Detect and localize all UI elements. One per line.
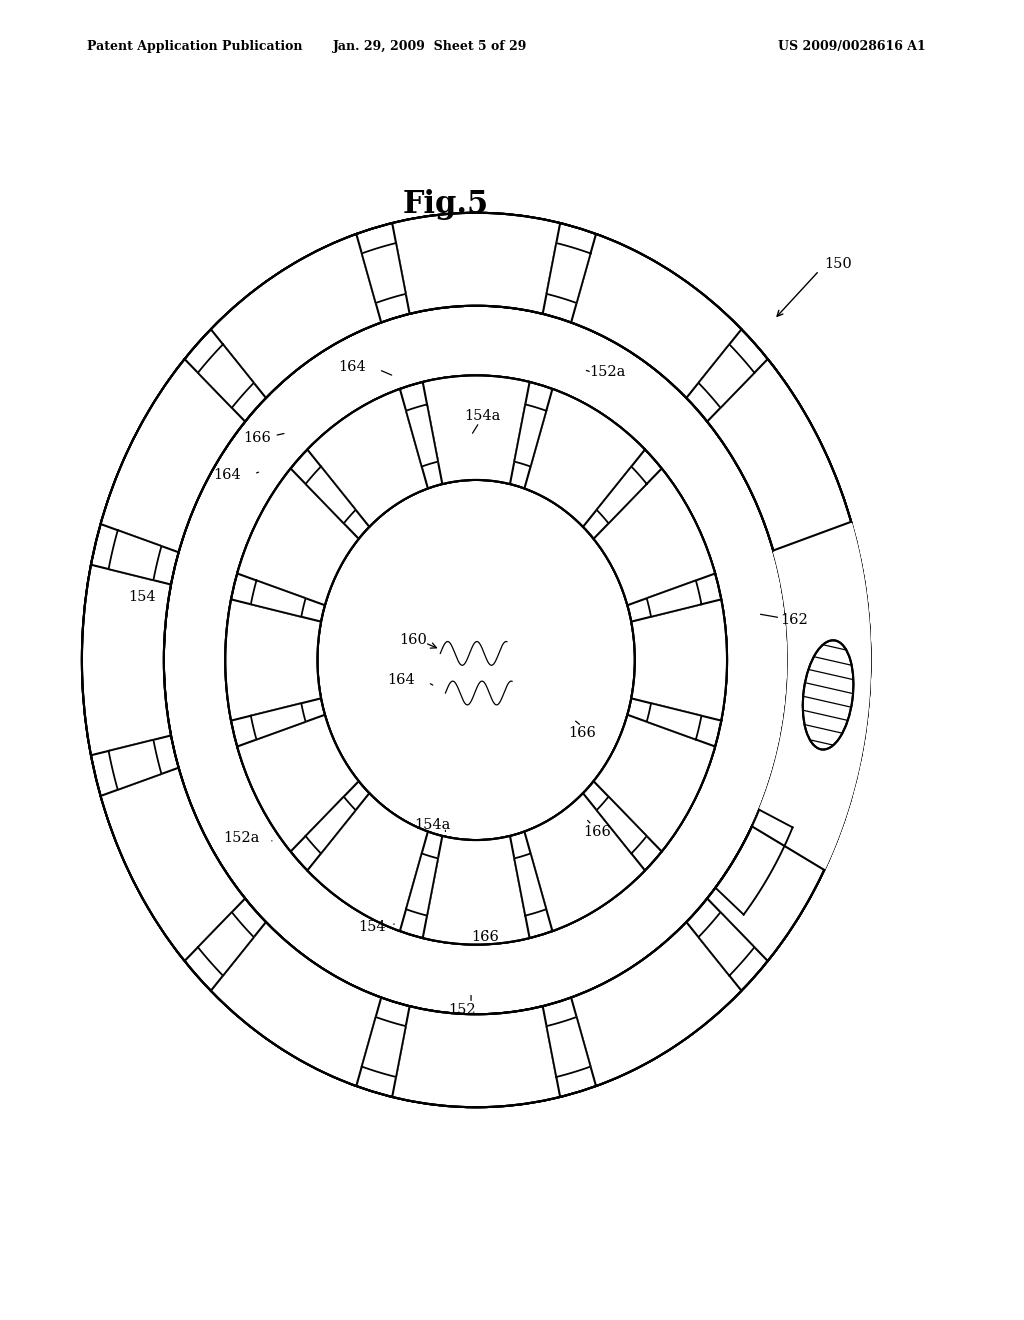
Polygon shape (698, 345, 755, 408)
Polygon shape (307, 389, 428, 527)
Polygon shape (361, 1016, 406, 1077)
Text: 162: 162 (780, 614, 808, 627)
Text: Patent Application Publication: Patent Application Publication (87, 40, 302, 53)
Polygon shape (547, 243, 591, 304)
Polygon shape (423, 375, 529, 484)
Polygon shape (361, 243, 406, 304)
Text: 166: 166 (568, 726, 596, 739)
Text: 150: 150 (824, 257, 852, 271)
Polygon shape (524, 389, 645, 527)
Polygon shape (698, 912, 755, 975)
Polygon shape (407, 404, 438, 466)
Polygon shape (100, 359, 245, 552)
Polygon shape (571, 923, 741, 1086)
Ellipse shape (803, 640, 853, 750)
Polygon shape (100, 768, 245, 961)
Polygon shape (571, 234, 741, 397)
Polygon shape (647, 581, 701, 616)
Polygon shape (547, 1016, 591, 1077)
Polygon shape (524, 793, 645, 931)
Polygon shape (109, 739, 162, 789)
Text: 154: 154 (128, 590, 156, 603)
Text: Jan. 29, 2009  Sheet 5 of 29: Jan. 29, 2009 Sheet 5 of 29 (333, 40, 527, 53)
Ellipse shape (164, 306, 788, 1014)
Polygon shape (594, 714, 715, 851)
Text: 166: 166 (584, 825, 611, 838)
Polygon shape (708, 768, 852, 961)
Polygon shape (238, 469, 358, 606)
Polygon shape (594, 469, 715, 606)
Polygon shape (82, 565, 171, 755)
Text: 164: 164 (338, 360, 366, 374)
Polygon shape (597, 797, 647, 854)
Text: 152: 152 (449, 1003, 476, 1016)
Polygon shape (423, 836, 529, 945)
Polygon shape (211, 234, 381, 397)
Polygon shape (647, 704, 701, 739)
Text: 154a: 154a (464, 409, 501, 422)
Polygon shape (597, 466, 647, 523)
Polygon shape (307, 793, 428, 931)
Polygon shape (305, 466, 355, 523)
Polygon shape (251, 704, 305, 739)
Polygon shape (407, 854, 438, 916)
Text: 164: 164 (213, 469, 241, 482)
Polygon shape (109, 531, 162, 581)
Ellipse shape (317, 480, 635, 840)
Polygon shape (791, 531, 844, 581)
Text: 152a: 152a (589, 366, 626, 379)
Polygon shape (791, 739, 844, 789)
Polygon shape (514, 404, 546, 466)
Text: 164: 164 (387, 673, 415, 686)
Polygon shape (198, 912, 254, 975)
Text: US 2009/0028616 A1: US 2009/0028616 A1 (778, 40, 926, 53)
Text: 160: 160 (399, 634, 427, 647)
Text: Fig.5: Fig.5 (402, 189, 488, 220)
Ellipse shape (225, 375, 727, 945)
Polygon shape (708, 359, 852, 552)
Polygon shape (514, 854, 546, 916)
Polygon shape (238, 714, 358, 851)
Polygon shape (305, 797, 355, 854)
Text: 154: 154 (358, 920, 386, 933)
Polygon shape (752, 521, 870, 870)
Polygon shape (225, 599, 322, 721)
Polygon shape (392, 213, 560, 314)
Ellipse shape (82, 213, 870, 1107)
Polygon shape (781, 565, 870, 755)
Polygon shape (631, 599, 727, 721)
Polygon shape (251, 581, 305, 616)
Text: 152a: 152a (223, 832, 260, 845)
Text: 154a: 154a (415, 818, 452, 832)
Text: 166: 166 (471, 931, 499, 944)
Polygon shape (211, 923, 381, 1086)
Text: 166: 166 (244, 432, 271, 445)
Polygon shape (198, 345, 254, 408)
Polygon shape (392, 1006, 560, 1107)
